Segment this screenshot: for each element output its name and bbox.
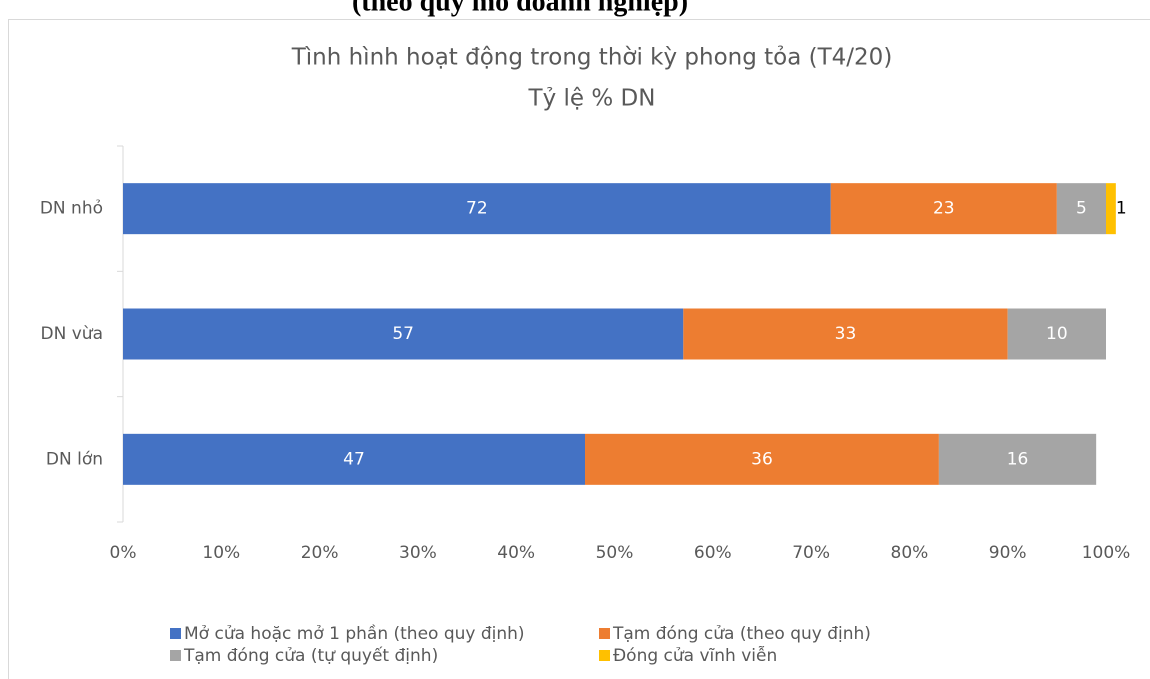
data-label: 33 [835, 324, 857, 344]
y-tick-label: DN nhỏ [40, 199, 103, 219]
bar-segment [123, 183, 831, 235]
data-label: 57 [392, 324, 414, 344]
x-tick-label: 70% [792, 543, 830, 563]
bar-segment [830, 183, 1057, 235]
bar-segment [123, 433, 586, 485]
data-label: 10 [1046, 324, 1068, 344]
data-label: 47 [343, 449, 365, 469]
legend-swatch [599, 650, 610, 661]
legend-label: Đóng cửa vĩnh viễn [613, 645, 777, 666]
x-tick-label: 30% [399, 543, 437, 563]
legend-label: Mở cửa hoặc mở 1 phần (theo quy định) [184, 623, 525, 644]
x-tick-label: 10% [202, 543, 240, 563]
data-label: 16 [1007, 449, 1029, 469]
bar-segment [123, 308, 684, 360]
bar-segment [938, 433, 1097, 485]
data-label: 5 [1076, 199, 1087, 219]
chart-title: Tình hình hoạt động trong thời kỳ phong … [291, 45, 893, 71]
x-tick-label: 90% [989, 543, 1027, 563]
x-tick-label: 80% [891, 543, 929, 563]
legend-label: Tạm đóng cửa (tự quyết định) [183, 645, 438, 666]
x-tick-label: 20% [301, 543, 339, 563]
bar-segment [1007, 308, 1106, 360]
data-label: 36 [751, 449, 773, 469]
bar-segment [585, 433, 939, 485]
x-tick-label: 0% [110, 543, 137, 563]
legend-label: Tạm đóng cửa (theo quy định) [612, 624, 871, 644]
heading: (theo quy mô doanh nghiệp) [352, 0, 688, 17]
x-tick-label: 50% [596, 543, 634, 563]
legend-swatch [170, 650, 181, 661]
data-label: 23 [933, 199, 955, 219]
x-tick-label: 100% [1082, 543, 1131, 563]
legend-swatch [170, 628, 181, 639]
legend-swatch [599, 628, 610, 639]
chart-subtitle: Tỷ lệ % DN [528, 86, 656, 112]
bar-segment [1106, 183, 1116, 235]
data-label: 1 [1116, 199, 1127, 219]
y-tick-label: DN vừa [41, 324, 103, 344]
y-tick-label: DN lớn [46, 449, 103, 469]
bar-segment [1056, 183, 1106, 235]
data-label: 72 [466, 199, 488, 219]
x-tick-label: 60% [694, 543, 732, 563]
bar-segment [683, 308, 1008, 360]
x-tick-label: 40% [497, 543, 535, 563]
